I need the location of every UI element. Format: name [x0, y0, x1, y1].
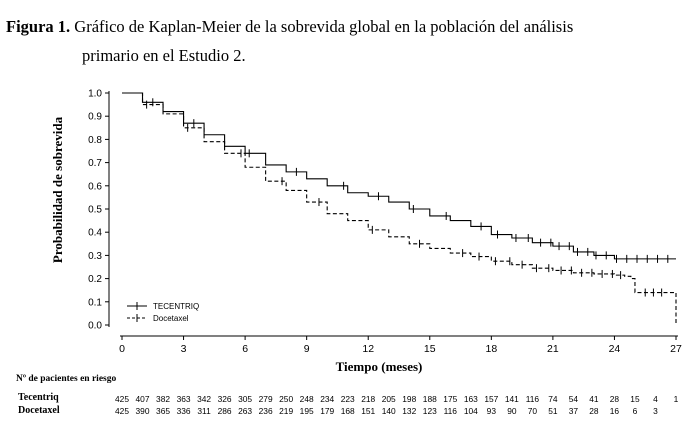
risk-count: 250: [279, 394, 293, 404]
legend-label: TECENTRIQ: [153, 302, 199, 311]
y-tick-label: 0.9: [88, 112, 102, 123]
risk-count: 342: [197, 394, 211, 404]
figure-label: Figura 1.: [6, 17, 71, 36]
legend-label: Docetaxel: [153, 314, 189, 323]
risk-count: 305: [238, 394, 252, 404]
risk-count: 248: [300, 394, 314, 404]
risk-count: 311: [197, 406, 211, 416]
km-curve-tecentriq: [122, 92, 676, 260]
risk-count: 163: [464, 394, 478, 404]
risk-row-label-docetaxel: Docetaxel: [18, 405, 60, 416]
risk-count: 195: [300, 406, 314, 416]
risk-count: 6: [633, 406, 638, 416]
y-axis-title: Probabilidad de sobrevida: [50, 116, 65, 263]
y-tick-label: 0.4: [88, 228, 102, 239]
y-tick-label: 0.3: [88, 251, 102, 262]
figure-title-line2: primario en el Estudio 2.: [82, 46, 246, 65]
x-tick-label: 27: [670, 343, 682, 355]
risk-count: 425: [115, 394, 129, 404]
risk-count: 132: [402, 406, 416, 416]
risk-count: 188: [423, 394, 437, 404]
km-curve-docetaxel: [122, 92, 677, 325]
risk-count: 326: [218, 394, 232, 404]
risk-count: 175: [443, 394, 457, 404]
risk-count: 93: [487, 406, 497, 416]
risk-count: 116: [526, 394, 540, 404]
x-tick-label: 21: [547, 343, 559, 355]
risk-count: 28: [589, 406, 599, 416]
risk-count: 123: [423, 406, 437, 416]
risk-count: 223: [341, 394, 355, 404]
risk-count: 70: [528, 406, 538, 416]
risk-count: 104: [464, 406, 478, 416]
figure-title: Figura 1. Gráfico de Kaplan-Meier de la …: [6, 17, 573, 37]
risk-count: 16: [610, 406, 620, 416]
y-tick-label: 0.7: [88, 158, 102, 169]
risk-count: 390: [136, 406, 150, 416]
x-tick-label: 24: [609, 343, 621, 355]
risk-count: 365: [156, 406, 170, 416]
y-tick-label: 0.6: [88, 181, 102, 192]
risk-count: 151: [361, 406, 375, 416]
x-tick-label: 18: [485, 343, 497, 355]
risk-count: 219: [279, 406, 293, 416]
y-tick-label: 0.8: [88, 135, 102, 146]
risk-count: 336: [177, 406, 191, 416]
risk-count: 51: [548, 406, 558, 416]
risk-count: 15: [630, 394, 640, 404]
risk-count: 1: [674, 394, 679, 404]
risk-count: 218: [361, 394, 375, 404]
x-tick-label: 3: [181, 343, 187, 355]
risk-count: 234: [320, 394, 334, 404]
risk-count: 41: [589, 394, 599, 404]
risk-table-header: Nº de pacientes en riesgo: [16, 374, 117, 384]
x-tick-label: 0: [119, 343, 125, 355]
risk-count: 286: [218, 406, 232, 416]
risk-count: 407: [136, 394, 150, 404]
risk-count: 179: [320, 406, 334, 416]
x-tick-label: 6: [242, 343, 248, 355]
x-tick-label: 9: [304, 343, 310, 355]
y-tick-label: 1.0: [88, 89, 102, 100]
risk-count: 140: [382, 406, 396, 416]
y-tick-label: 0.5: [88, 205, 102, 216]
x-tick-label: 15: [424, 343, 436, 355]
y-tick-label: 0.0: [88, 321, 102, 332]
y-tick-label: 0.2: [88, 274, 102, 285]
risk-count: 37: [569, 406, 579, 416]
risk-count: 4: [653, 394, 658, 404]
risk-count: 157: [484, 394, 498, 404]
risk-count: 116: [444, 406, 458, 416]
risk-count: 363: [177, 394, 191, 404]
risk-count: 263: [238, 406, 252, 416]
risk-count: 141: [505, 394, 519, 404]
risk-count: 28: [610, 394, 620, 404]
x-tick-label: 12: [362, 343, 374, 355]
risk-count: 236: [259, 406, 273, 416]
risk-count: 74: [548, 394, 558, 404]
risk-count: 279: [259, 394, 273, 404]
risk-row-label-tecentriq: Tecentriq: [18, 392, 59, 403]
figure-title-text: Gráfico de Kaplan-Meier de la sobrevida …: [74, 17, 574, 36]
risk-count: 382: [156, 394, 170, 404]
risk-count: 205: [382, 394, 396, 404]
risk-count: 3: [653, 406, 658, 416]
risk-count: 90: [507, 406, 517, 416]
risk-count: 198: [402, 394, 416, 404]
risk-count: 425: [115, 406, 129, 416]
risk-count: 54: [569, 394, 579, 404]
x-axis-title: Tiempo (meses): [336, 359, 423, 374]
y-tick-label: 0.1: [88, 297, 102, 308]
risk-count: 168: [341, 406, 355, 416]
